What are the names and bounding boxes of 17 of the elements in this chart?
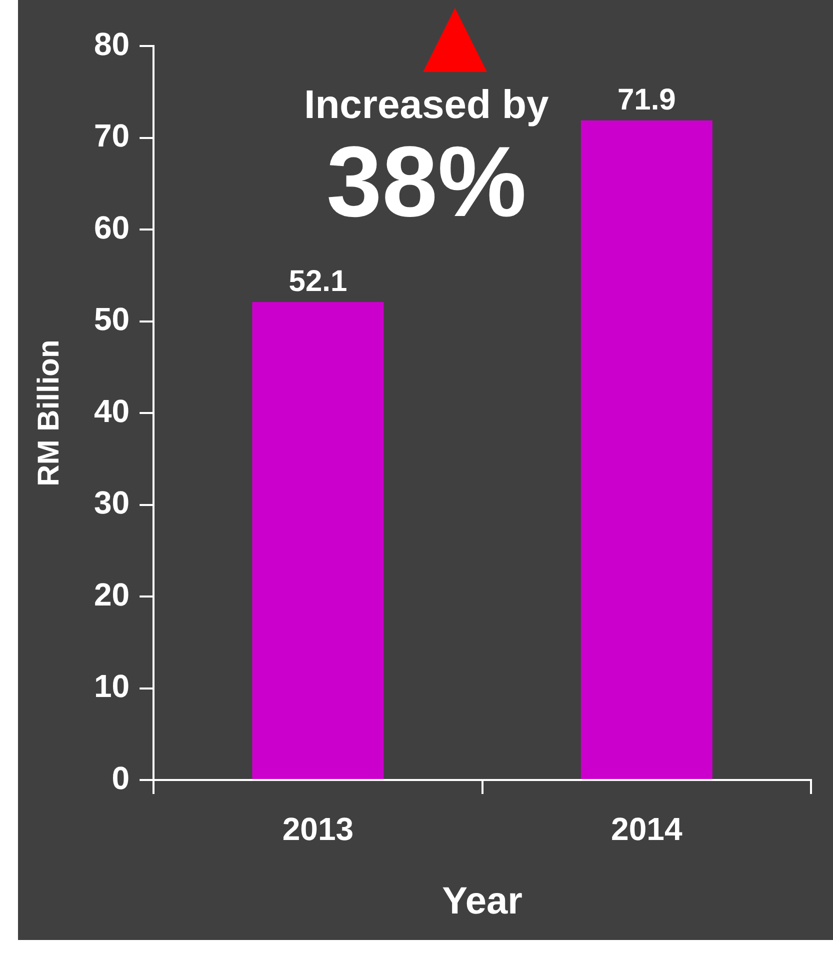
y-tick-label: 50	[94, 301, 130, 338]
annotation: 38%	[326, 126, 526, 238]
x-axis-title: Year	[442, 880, 523, 923]
data-label: 71.9	[617, 84, 676, 117]
data-label: 52.1	[288, 265, 348, 298]
x-tick-label: 2013	[282, 811, 354, 848]
y-tick-label: 10	[94, 668, 130, 704]
annotation: Increased by	[304, 83, 550, 127]
y-tick-label: 70	[94, 118, 130, 154]
y-tick-label: 80	[94, 26, 130, 62]
y-tick-label: 0	[112, 760, 130, 796]
y-tick-label: 60	[94, 209, 130, 246]
y-tick-label: 40	[94, 392, 130, 429]
y-tick-label: 20	[94, 576, 130, 612]
x-tick-label: 2014	[611, 811, 682, 848]
y-axis-title: RM Billion	[32, 340, 66, 486]
y-tick-label: 30	[94, 484, 130, 521]
